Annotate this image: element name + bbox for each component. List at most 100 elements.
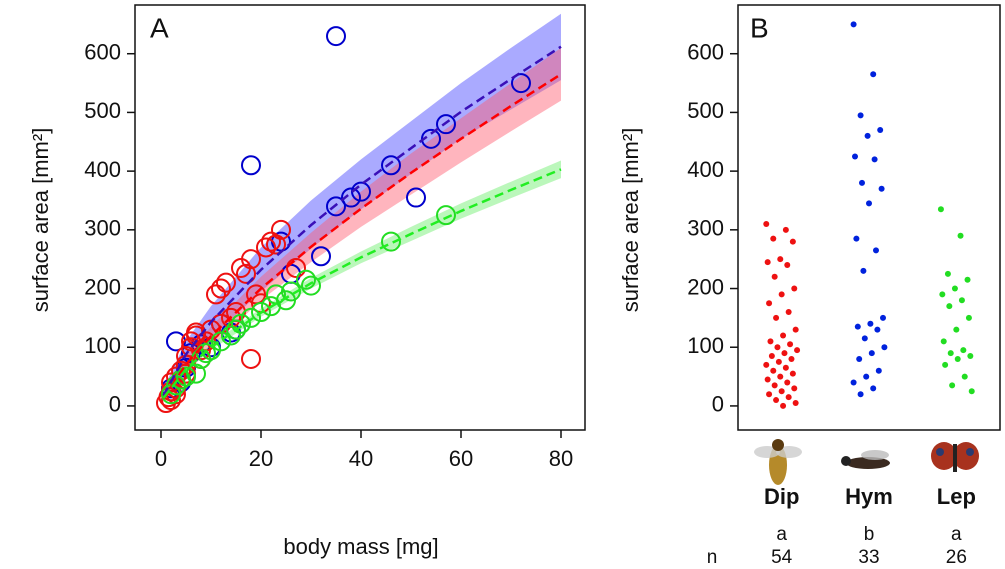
data-point (940, 338, 947, 345)
data-point (867, 320, 874, 327)
data-point (782, 226, 789, 233)
data-point (770, 367, 777, 374)
data-point (784, 262, 791, 269)
y-tick-label: 600 (687, 40, 724, 65)
y-tick-label: 0 (109, 392, 121, 417)
fit-line (162, 168, 562, 399)
data-point (870, 71, 877, 78)
sample-size: 26 (946, 547, 967, 568)
data-point (236, 263, 256, 284)
fit-line (162, 45, 562, 397)
data-point (785, 394, 792, 401)
data-point (944, 270, 951, 277)
group-letter: b (864, 524, 875, 545)
data-point (871, 156, 878, 163)
data-point (763, 361, 770, 368)
data-point (176, 366, 196, 387)
data-point (221, 325, 241, 346)
data-point (406, 187, 426, 208)
data-point (785, 309, 792, 316)
butterfly-icon (931, 442, 979, 472)
data-point (226, 319, 246, 340)
y-tick-label: 600 (84, 40, 121, 65)
data-point (780, 402, 787, 409)
data-point (791, 285, 798, 292)
data-point (951, 285, 958, 292)
data-point (773, 314, 780, 321)
bee-icon (841, 450, 890, 469)
data-point (764, 376, 771, 383)
x-tick-label: 60 (449, 446, 473, 471)
data-point (186, 363, 206, 384)
data-point (771, 273, 778, 280)
data-point (967, 353, 974, 360)
data-point (767, 338, 774, 345)
data-point (866, 200, 872, 207)
y-tick-label: 500 (687, 98, 724, 123)
data-point (957, 232, 964, 239)
data-point (870, 385, 877, 392)
data-point (326, 26, 346, 47)
data-point (964, 276, 971, 283)
sample-size: 54 (771, 547, 793, 568)
data-point (877, 127, 884, 134)
y-tick-label: 300 (687, 216, 724, 241)
data-point (766, 391, 773, 398)
data-point (326, 196, 346, 217)
x-tick-label: 0 (155, 446, 167, 471)
data-point (768, 353, 775, 360)
data-point (256, 237, 276, 258)
panel-a-frame (134, 4, 586, 431)
data-point (296, 269, 316, 290)
category-label: Dip (764, 484, 799, 509)
data-point (782, 364, 789, 371)
data-point (856, 355, 863, 362)
data-point (792, 326, 799, 333)
panel-b-frame (737, 4, 1001, 431)
data-point (794, 347, 801, 354)
x-axis-label: body mass [mg] (283, 534, 438, 559)
data-point (281, 281, 301, 302)
data-point (949, 382, 956, 389)
data-point (271, 219, 291, 240)
data-point (965, 314, 972, 321)
data-point (881, 344, 888, 351)
data-point (341, 187, 361, 208)
y-tick-label: 500 (84, 98, 121, 123)
category-label: Lep (937, 484, 976, 509)
sample-size: 33 (858, 547, 879, 568)
data-point (211, 278, 231, 299)
data-point (864, 132, 871, 139)
y-tick-label: 100 (687, 333, 724, 358)
data-point (946, 303, 953, 310)
data-point (206, 284, 226, 305)
data-point (764, 259, 771, 266)
data-point (286, 257, 306, 278)
data-point (961, 373, 968, 380)
data-point (857, 112, 864, 119)
data-point (763, 220, 770, 227)
data-point (770, 235, 777, 242)
data-point (878, 185, 885, 192)
data-point (771, 382, 778, 389)
data-point (863, 373, 870, 380)
data-point (436, 205, 456, 226)
data-point (789, 370, 796, 377)
data-point (781, 350, 788, 357)
data-point (850, 379, 857, 386)
data-point (261, 231, 281, 252)
fly-icon (754, 439, 802, 485)
panel-label: A (150, 12, 169, 43)
data-point (301, 275, 321, 296)
data-point (171, 360, 191, 381)
data-point (778, 291, 785, 298)
y-tick-label: 100 (84, 333, 121, 358)
data-point (211, 331, 231, 352)
data-point (241, 307, 261, 328)
y-tick-label: 0 (712, 392, 724, 417)
data-point (791, 385, 798, 392)
data-point (216, 272, 236, 293)
y-tick-label: 400 (687, 157, 724, 182)
data-point (942, 361, 949, 368)
